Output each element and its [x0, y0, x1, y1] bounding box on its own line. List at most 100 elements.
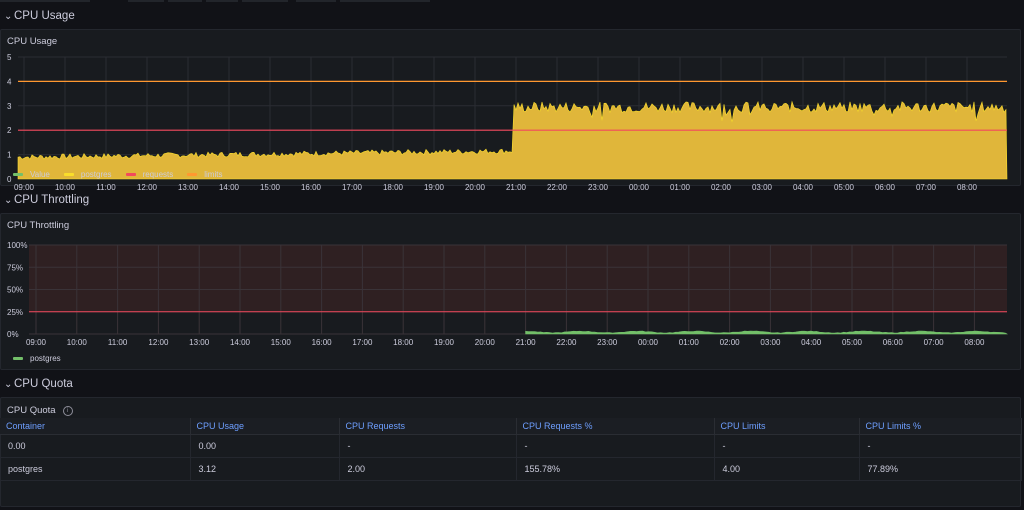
- x-tick-label: 21:00: [506, 183, 527, 190]
- x-tick-label: 12:00: [148, 338, 169, 347]
- top-toolbar-strip: [0, 0, 1024, 3]
- x-tick-label: 02:00: [711, 183, 732, 190]
- legend-label: limits: [204, 170, 223, 179]
- x-tick-label: 05:00: [842, 338, 863, 347]
- row-cpu-quota[interactable]: ⌄ CPU Quota: [0, 371, 1024, 397]
- x-tick-label: 02:00: [720, 338, 741, 347]
- x-tick-label: 12:00: [137, 183, 158, 190]
- table-cell: 0.00: [190, 434, 340, 458]
- legend-item[interactable]: postgres: [13, 354, 61, 363]
- legend: postgres: [13, 354, 61, 363]
- table-cell: 155.78%: [516, 457, 715, 481]
- row-cpu-throttling[interactable]: ⌄ CPU Throttling: [0, 187, 1024, 213]
- x-tick-label: 00:00: [638, 338, 659, 347]
- legend-swatch: [13, 357, 23, 360]
- x-tick-label: 14:00: [219, 183, 240, 190]
- x-tick-label: 03:00: [752, 183, 773, 190]
- x-tick-label: 22:00: [547, 183, 568, 190]
- postgres-series-area: [17, 100, 1008, 180]
- column-header-cpu-usage[interactable]: CPU Usage: [190, 418, 340, 435]
- column-header-cpu-limits[interactable]: CPU Limits: [714, 418, 860, 435]
- legend-swatch: [13, 173, 23, 176]
- table-cell: postgres: [0, 457, 191, 481]
- legend-item[interactable]: limits: [187, 170, 222, 179]
- panel-title[interactable]: CPU Quota i: [7, 405, 73, 416]
- legend-label: postgres: [80, 170, 112, 179]
- x-tick-label: 13:00: [178, 183, 199, 190]
- x-tick-label: 21:00: [516, 338, 537, 347]
- row-cpu-usage[interactable]: ⌄ CPU Usage: [0, 3, 1024, 29]
- throttle-threshold-band: [29, 245, 1007, 312]
- x-tick-label: 06:00: [875, 183, 896, 190]
- x-tick-label: 13:00: [189, 338, 210, 347]
- legend-label: postgres: [30, 354, 61, 363]
- legend-swatch: [63, 173, 74, 176]
- table-row: postgres 3.12 2.00 155.78% 4.00 77.89%: [0, 457, 1022, 481]
- x-tick-label: 08:00: [957, 183, 978, 190]
- x-tick-label: 01:00: [670, 183, 691, 190]
- column-header-cpu-limits-pct[interactable]: CPU Limits %: [859, 418, 1022, 435]
- panel-title[interactable]: CPU Usage: [7, 36, 58, 47]
- y-tick-label: 75%: [7, 263, 23, 272]
- cpu-throttling-chart[interactable]: 0% 25% 50% 75% 100% 09:00 10:00 11:00 12:00 13:00…: [1, 234, 1020, 374]
- x-tick-label: 11:00: [96, 183, 116, 190]
- column-header-cpu-requests[interactable]: CPU Requests: [339, 418, 517, 435]
- x-tick-label: 20:00: [475, 338, 496, 347]
- panel-title-text: CPU Quota: [7, 405, 56, 416]
- x-tick-label: 19:00: [424, 183, 445, 190]
- x-tick-label: 04:00: [793, 183, 814, 190]
- cpu-quota-table: Container CPU Usage CPU Requests CPU Req…: [0, 418, 1022, 481]
- x-tick-label: 07:00: [924, 338, 945, 347]
- panel-cpu-throttling: CPU Throttling 0% 25% 50% 75% 100% 09:00 10:00…: [0, 213, 1021, 370]
- x-tick-label: 17:00: [352, 338, 373, 347]
- x-tick-label: 20:00: [465, 183, 486, 190]
- y-tick-label: 2: [7, 126, 12, 135]
- x-tick-label: 05:00: [834, 183, 855, 190]
- postgres-throttling-area: [525, 330, 1009, 335]
- table-cell: -: [339, 434, 517, 458]
- y-tick-label: 0: [7, 175, 12, 184]
- y-tick-label: 1: [7, 151, 12, 160]
- x-tick-label: 18:00: [383, 183, 404, 190]
- table-cell: 77.89%: [859, 457, 1022, 481]
- x-tick-label: 09:00: [14, 183, 35, 190]
- table-cell: -: [516, 434, 715, 458]
- chevron-down-icon: ⌄: [4, 378, 13, 390]
- y-tick-label: 100%: [7, 241, 27, 250]
- x-tick-label: 23:00: [588, 183, 609, 190]
- table-cell: 4.00: [714, 457, 860, 481]
- legend-item[interactable]: Value: [13, 170, 50, 179]
- cpu-usage-chart[interactable]: 0 1 2 3 4 5 09:00 10:00 11:00 12:00 13:00 14:00 15:0…: [1, 50, 1020, 190]
- y-tick-label: 0%: [7, 330, 19, 339]
- x-tick-label: 10:00: [55, 183, 76, 190]
- y-tick-label: 50%: [7, 286, 23, 295]
- x-tick-label: 10:00: [67, 338, 88, 347]
- x-tick-label: 23:00: [597, 338, 618, 347]
- column-header-container[interactable]: Container: [0, 418, 191, 435]
- x-tick-label: 14:00: [230, 338, 251, 347]
- legend-swatch: [187, 173, 198, 176]
- legend-label: requests: [142, 170, 174, 179]
- legend-item[interactable]: postgres: [63, 170, 112, 179]
- column-header-cpu-requests-pct[interactable]: CPU Requests %: [516, 418, 715, 435]
- x-tick-label: 17:00: [342, 183, 363, 190]
- panel-cpu-usage: CPU Usage 0 1 2 3 4 5 09:00 10:00 11:00 12:00 13:0…: [0, 29, 1021, 190]
- chevron-down-icon: ⌄: [4, 10, 13, 22]
- row-title: CPU Throttling: [14, 194, 90, 206]
- row-title: CPU Usage: [14, 10, 75, 22]
- legend-item[interactable]: requests: [125, 170, 174, 179]
- panel-title[interactable]: CPU Throttling: [7, 220, 70, 231]
- x-tick-label: 07:00: [916, 183, 937, 190]
- x-tick-label: 15:00: [260, 183, 281, 190]
- x-tick-label: 16:00: [301, 183, 322, 190]
- x-tick-label: 03:00: [760, 338, 781, 347]
- legend-label: Value: [30, 170, 50, 179]
- y-tick-label: 3: [7, 102, 12, 111]
- x-tick-label: 16:00: [312, 338, 333, 347]
- info-icon[interactable]: i: [62, 406, 73, 416]
- legend-swatch: [125, 173, 136, 176]
- x-tick-label: 06:00: [883, 338, 904, 347]
- y-tick-label: 25%: [7, 308, 23, 317]
- y-tick-label: 5: [7, 53, 12, 62]
- x-tick-label: 04:00: [801, 338, 822, 347]
